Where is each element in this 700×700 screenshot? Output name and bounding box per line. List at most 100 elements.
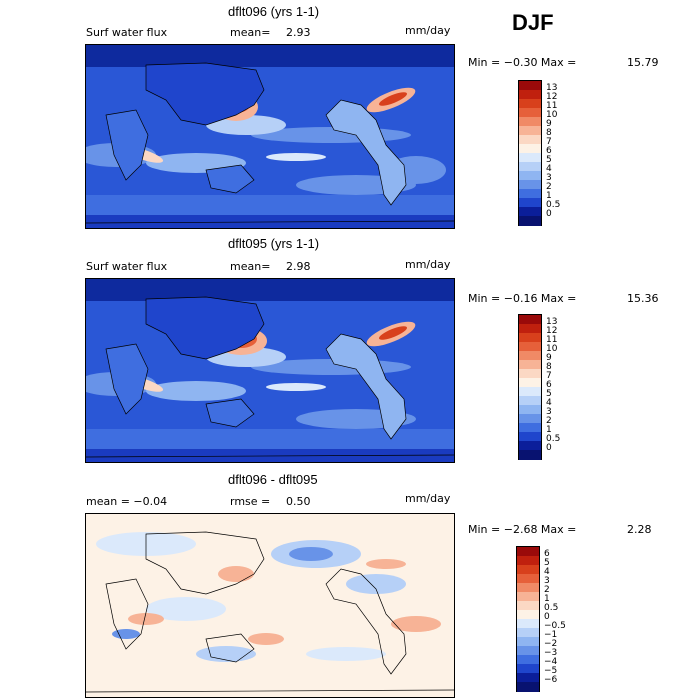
- panel2-colorbar: [518, 314, 542, 460]
- colorbar-tick-label: 9: [546, 353, 552, 363]
- colorbar-tick-label: 6: [544, 549, 550, 559]
- panel1-colorbar: [518, 80, 542, 226]
- colorbar-band: [519, 189, 541, 199]
- colorbar-band: [519, 207, 541, 217]
- colorbar-band: [519, 396, 541, 406]
- colorbar-tick-label: 5: [544, 558, 550, 568]
- colorbar-band: [519, 342, 541, 352]
- colorbar-tick-label: 2: [544, 585, 550, 595]
- colorbar-band: [517, 628, 539, 638]
- colorbar-band: [519, 369, 541, 379]
- colorbar-band: [517, 673, 539, 683]
- colorbar-band: [517, 556, 539, 566]
- colorbar-tick-label: 3: [546, 407, 552, 417]
- colorbar-band: [517, 682, 539, 692]
- colorbar-band: [519, 387, 541, 397]
- colorbar-tick-label: 10: [546, 110, 558, 120]
- colorbar-band: [519, 333, 541, 343]
- colorbar-band: [517, 574, 539, 584]
- colorbar-band: [519, 441, 541, 451]
- colorbar-tick-label: −6: [544, 675, 558, 685]
- colorbar-tick-label: 7: [546, 137, 552, 147]
- colorbar-tick-label: 4: [544, 567, 550, 577]
- panel3-colorbar: [516, 546, 540, 692]
- colorbar-tick-label: 12: [546, 92, 558, 102]
- colorbar-tick-label: 1: [546, 425, 552, 435]
- colorbar-tick-label: 13: [546, 317, 558, 327]
- colorbar-band: [519, 90, 541, 100]
- colorbar-band: [519, 450, 541, 460]
- colorbar-band: [519, 117, 541, 127]
- panel1-units: mm/day: [405, 24, 451, 37]
- panel1-max-value: 15.79: [627, 56, 659, 69]
- colorbar-tick-label: 0.5: [546, 200, 561, 210]
- panel3-minmax: Min = −2.68 Max =: [468, 523, 577, 536]
- colorbar-band: [519, 108, 541, 118]
- colorbar-tick-label: 2: [546, 416, 552, 426]
- colorbar-band: [519, 126, 541, 136]
- colorbar-tick-label: 0.5: [546, 434, 561, 444]
- colorbar-tick-label: 6: [546, 380, 552, 390]
- colorbar-tick-label: 5: [546, 389, 552, 399]
- panel3-map-svg: [86, 514, 454, 697]
- panel1-map-svg: [86, 45, 454, 228]
- panel1-map: [85, 44, 455, 229]
- panel1-title: dflt096 (yrs 1-1): [228, 4, 320, 19]
- colorbar-tick-label: −5: [544, 666, 558, 676]
- colorbar-band: [517, 547, 539, 557]
- colorbar-band: [517, 664, 539, 674]
- panel2-max-value: 15.36: [627, 292, 659, 305]
- colorbar-band: [519, 405, 541, 415]
- colorbar-band: [519, 99, 541, 109]
- colorbar-tick-label: 8: [546, 128, 552, 138]
- panel3-rmse-value: 0.50: [286, 495, 311, 508]
- panel2-field-label: Surf water flux: [86, 260, 168, 273]
- colorbar-band: [519, 414, 541, 424]
- panel1-mean-label: mean=: [230, 26, 271, 39]
- panel2-mean-value: 2.98: [286, 260, 311, 273]
- colorbar-tick-label: 3: [546, 173, 552, 183]
- colorbar-tick-label: 3: [544, 576, 550, 586]
- panel3-rmse-label: rmse =: [230, 495, 271, 508]
- panel3-mean-text: mean = −0.04: [86, 495, 168, 508]
- colorbar-tick-label: 12: [546, 326, 558, 336]
- panel3-units: mm/day: [405, 492, 451, 505]
- colorbar-band: [517, 565, 539, 575]
- colorbar-band: [519, 180, 541, 190]
- colorbar-tick-label: 0: [546, 443, 552, 453]
- colorbar-tick-label: 2: [546, 182, 552, 192]
- colorbar-tick-label: 7: [546, 371, 552, 381]
- colorbar-band: [519, 378, 541, 388]
- colorbar-band: [517, 655, 539, 665]
- panel2-minmax: Min = −0.16 Max =: [468, 292, 577, 305]
- colorbar-band: [517, 592, 539, 602]
- season-label: DJF: [512, 10, 554, 35]
- colorbar-tick-label: −3: [544, 648, 558, 658]
- colorbar-tick-label: 0: [544, 612, 550, 622]
- colorbar-tick-label: 4: [546, 398, 552, 408]
- panel2-map: [85, 278, 455, 463]
- panel1-mean-value: 2.93: [286, 26, 311, 39]
- colorbar-band: [517, 619, 539, 629]
- colorbar-band: [517, 646, 539, 656]
- panel2-mean-label: mean=: [230, 260, 271, 273]
- panel3-map: [85, 513, 455, 698]
- colorbar-band: [519, 81, 541, 91]
- colorbar-band: [519, 423, 541, 433]
- colorbar-band: [517, 637, 539, 647]
- colorbar-tick-label: 11: [546, 335, 558, 345]
- panel2-title: dflt095 (yrs 1-1): [228, 236, 320, 251]
- colorbar-tick-label: −2: [544, 639, 558, 649]
- colorbar-band: [519, 315, 541, 325]
- colorbar-tick-label: 1: [544, 594, 550, 604]
- colorbar-band: [519, 360, 541, 370]
- colorbar-band: [517, 610, 539, 620]
- colorbar-tick-label: 11: [546, 101, 558, 111]
- colorbar-band: [519, 171, 541, 181]
- colorbar-band: [519, 144, 541, 154]
- panel1-field-label: Surf water flux: [86, 26, 168, 39]
- colorbar-band: [519, 135, 541, 145]
- colorbar-band: [519, 198, 541, 208]
- colorbar-tick-label: −1: [544, 630, 558, 640]
- colorbar-tick-label: −4: [544, 657, 558, 667]
